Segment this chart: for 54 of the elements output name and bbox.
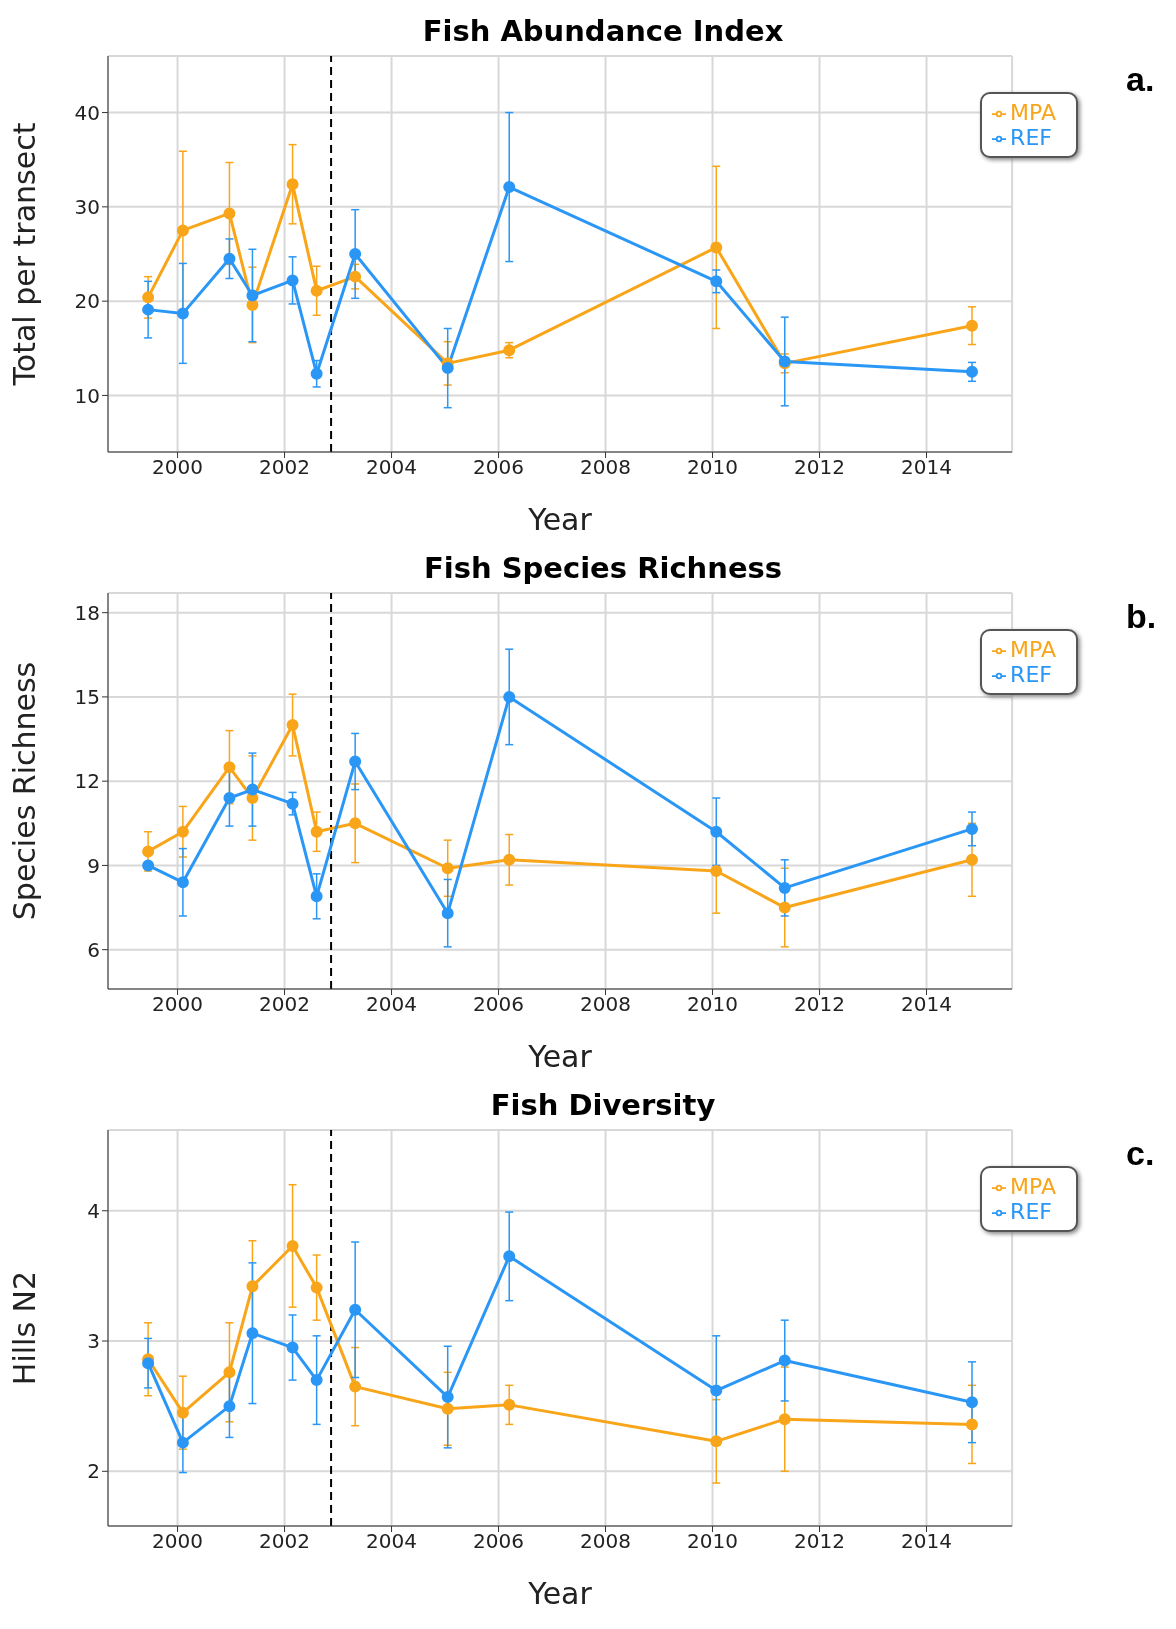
y-tick-label: 3 <box>87 1329 100 1354</box>
x-tick-label: 2012 <box>794 1529 845 1554</box>
legend-label: MPA <box>1010 100 1056 125</box>
y-tick-label: 40 <box>74 100 100 125</box>
x-tick-label: 2002 <box>259 1529 310 1554</box>
legend-label: MPA <box>1010 637 1056 662</box>
chart-title: Fish Abundance Index <box>421 14 785 48</box>
x-tick-label: 2008 <box>580 992 631 1017</box>
legend-label: MPA <box>1010 1174 1056 1199</box>
y-tick-label: 10 <box>74 383 100 408</box>
chart-title: Fish Species Richness <box>422 551 784 585</box>
y-tick-label: 2 <box>87 1459 100 1484</box>
x-tick-label: 2008 <box>580 1529 631 1554</box>
x-tick-label: 2010 <box>687 455 738 480</box>
y-axis-title: Species Richness <box>6 661 42 921</box>
y-tick-label: 12 <box>74 769 100 794</box>
x-tick-label: 2004 <box>366 455 417 480</box>
x-tick-label: 2006 <box>473 455 524 480</box>
x-tick-label: 2006 <box>473 992 524 1017</box>
x-tick-label: 2012 <box>794 455 845 480</box>
x-tick-label: 2002 <box>259 455 310 480</box>
x-tick-label: 2000 <box>152 1529 203 1554</box>
y-tick-label: 18 <box>74 600 100 625</box>
x-tick-label: 2006 <box>473 1529 524 1554</box>
x-tick-label: 2002 <box>259 992 310 1017</box>
x-axis-title: Year <box>527 1039 593 1074</box>
x-tick-label: 2014 <box>901 1529 952 1554</box>
x-tick-label: 2010 <box>687 1529 738 1554</box>
y-axis-title: Hills N2 <box>6 1270 42 1386</box>
chart-title: Fish Diversity <box>489 1088 717 1122</box>
y-tick-label: 15 <box>74 685 100 710</box>
legend-label: REF <box>1010 125 1052 150</box>
text: b. <box>1126 597 1157 636</box>
x-axis-title: Year <box>527 1576 593 1611</box>
y-tick-label: 6 <box>87 937 100 962</box>
text: c. <box>1126 1134 1155 1173</box>
x-tick-label: 2008 <box>580 455 631 480</box>
y-tick-label: 4 <box>87 1198 100 1223</box>
y-tick-label: 9 <box>87 853 100 878</box>
x-tick-label: 2000 <box>152 455 203 480</box>
y-tick-label: 20 <box>74 289 100 314</box>
x-tick-label: 2004 <box>366 1529 417 1554</box>
x-tick-label: 2004 <box>366 992 417 1017</box>
y-axis-title: Total per transect <box>6 122 42 387</box>
legend-label: REF <box>1010 1199 1052 1224</box>
x-tick-label: 2014 <box>901 455 952 480</box>
text: a. <box>1126 60 1155 99</box>
x-tick-label: 2014 <box>901 992 952 1017</box>
y-tick-label: 30 <box>74 194 100 219</box>
x-tick-label: 2012 <box>794 992 845 1017</box>
legend-label: REF <box>1010 662 1052 687</box>
x-tick-label: 2010 <box>687 992 738 1017</box>
x-tick-label: 2000 <box>152 992 203 1017</box>
x-axis-title: Year <box>527 502 593 537</box>
